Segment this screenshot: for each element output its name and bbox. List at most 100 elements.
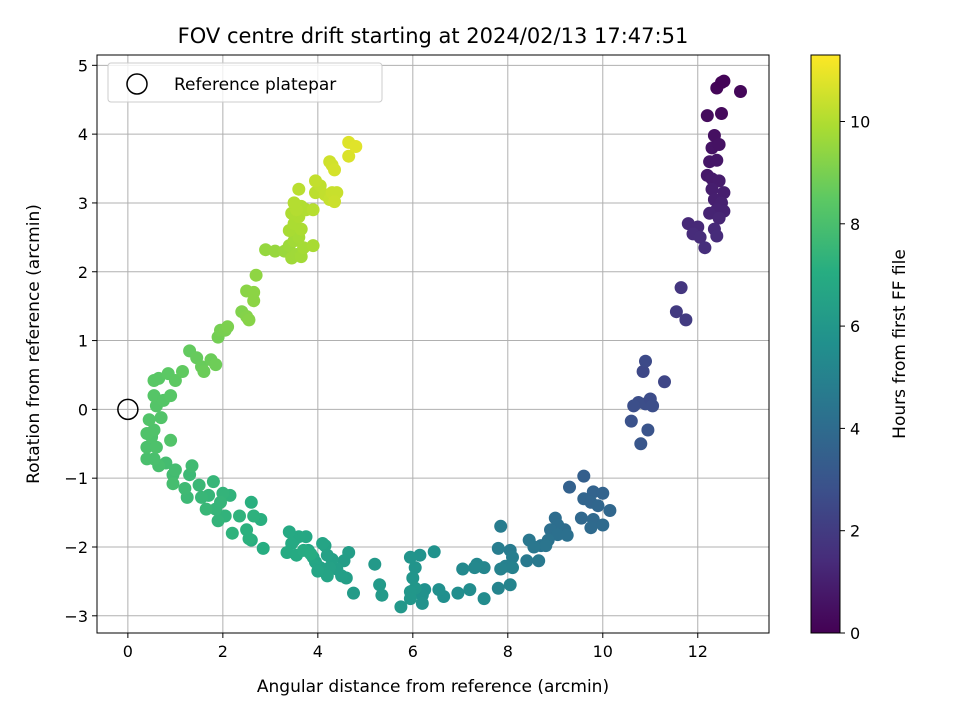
- legend-box: [107, 62, 383, 103]
- data-point: [211, 514, 225, 528]
- data-point: [199, 502, 213, 516]
- data-point: [705, 182, 719, 196]
- x-tick-label: 6: [408, 642, 418, 661]
- data-point: [225, 526, 239, 540]
- data-point: [584, 521, 598, 535]
- y-tick-label: 3: [78, 194, 88, 213]
- data-point: [185, 459, 199, 473]
- data-point: [641, 423, 655, 437]
- data-point: [679, 313, 693, 327]
- data-point: [451, 586, 465, 600]
- data-point: [306, 239, 320, 253]
- data-point: [294, 222, 308, 236]
- data-point: [403, 550, 417, 564]
- data-point: [209, 358, 223, 372]
- x-axis-label: Angular distance from reference (arcmin): [257, 677, 609, 697]
- data-point: [309, 174, 322, 188]
- data-point: [311, 564, 325, 578]
- data-point: [406, 571, 420, 585]
- data-point: [247, 509, 261, 523]
- data-point: [195, 490, 208, 504]
- data-point: [268, 244, 282, 258]
- data-point: [394, 600, 408, 614]
- y-tick-label: −3: [64, 607, 88, 626]
- data-point: [560, 528, 574, 542]
- data-point: [586, 485, 600, 499]
- colorbar-tick-label: 10: [850, 112, 870, 131]
- data-point: [178, 482, 192, 495]
- data-point: [306, 203, 320, 217]
- data-point: [403, 592, 417, 606]
- data-point: [591, 499, 605, 513]
- y-axis-label: Rotation from reference (arcmin): [24, 204, 44, 484]
- data-point: [259, 243, 273, 257]
- data-point: [658, 375, 671, 389]
- data-point: [539, 539, 553, 553]
- data-point: [347, 586, 360, 600]
- data-point: [168, 463, 182, 477]
- data-point: [669, 305, 683, 319]
- data-point: [249, 268, 263, 282]
- x-tick-label: 2: [218, 642, 228, 661]
- data-point: [693, 230, 707, 244]
- colorbar-tick-label: 0: [850, 624, 860, 643]
- data-point: [168, 374, 182, 387]
- legend: Reference platepar: [107, 62, 383, 103]
- data-point: [506, 550, 519, 564]
- x-tick-label: 12: [688, 642, 708, 661]
- y-tick-label: 5: [78, 56, 88, 75]
- data-point: [712, 211, 726, 225]
- data-point: [717, 74, 731, 88]
- data-point: [563, 480, 576, 494]
- legend-label-reference-platepar: Reference platepar: [174, 75, 336, 95]
- y-tick-label: 1: [78, 332, 88, 351]
- data-point: [166, 477, 180, 491]
- data-point: [197, 365, 211, 378]
- y-tick-label: 2: [78, 263, 88, 282]
- data-point: [710, 229, 724, 243]
- data-point: [574, 511, 588, 525]
- data-point: [287, 196, 301, 210]
- data-point: [596, 518, 610, 532]
- colorbar: [810, 54, 841, 634]
- data-point: [551, 528, 565, 542]
- data-point: [242, 313, 256, 327]
- data-point: [206, 475, 220, 489]
- data-point: [494, 562, 508, 576]
- data-point: [164, 433, 178, 447]
- data-point: [373, 578, 387, 592]
- x-tick-label: 8: [503, 642, 513, 661]
- data-point: [256, 541, 270, 555]
- data-point: [710, 153, 724, 167]
- data-point: [477, 592, 491, 606]
- data-point: [503, 578, 517, 592]
- y-tick-label: −2: [64, 538, 88, 557]
- data-point: [624, 414, 638, 428]
- data-point: [715, 107, 728, 120]
- data-point: [140, 440, 154, 454]
- data-point: [674, 281, 688, 295]
- data-point: [282, 525, 296, 539]
- data-point: [734, 85, 747, 98]
- data-point: [292, 182, 306, 196]
- data-point: [328, 195, 341, 209]
- data-point: [463, 583, 477, 597]
- data-point: [233, 509, 246, 523]
- data-point: [176, 365, 189, 378]
- legend-marker-reference-platepar: [126, 73, 148, 95]
- x-tick-label: 0: [123, 642, 133, 661]
- data-point: [532, 554, 546, 568]
- data-point: [408, 561, 422, 575]
- data-point: [698, 241, 712, 255]
- chart-title: FOV centre drift starting at 2024/02/13 …: [178, 24, 689, 48]
- data-point: [627, 399, 641, 413]
- x-tick-label: 10: [593, 642, 613, 661]
- data-point: [342, 149, 356, 163]
- data-point: [328, 163, 341, 177]
- data-point: [192, 478, 206, 492]
- data-point: [427, 545, 441, 559]
- data-point: [506, 561, 519, 575]
- data-point: [214, 495, 227, 509]
- colorbar-tick-label: 8: [850, 215, 860, 234]
- data-point: [242, 532, 256, 546]
